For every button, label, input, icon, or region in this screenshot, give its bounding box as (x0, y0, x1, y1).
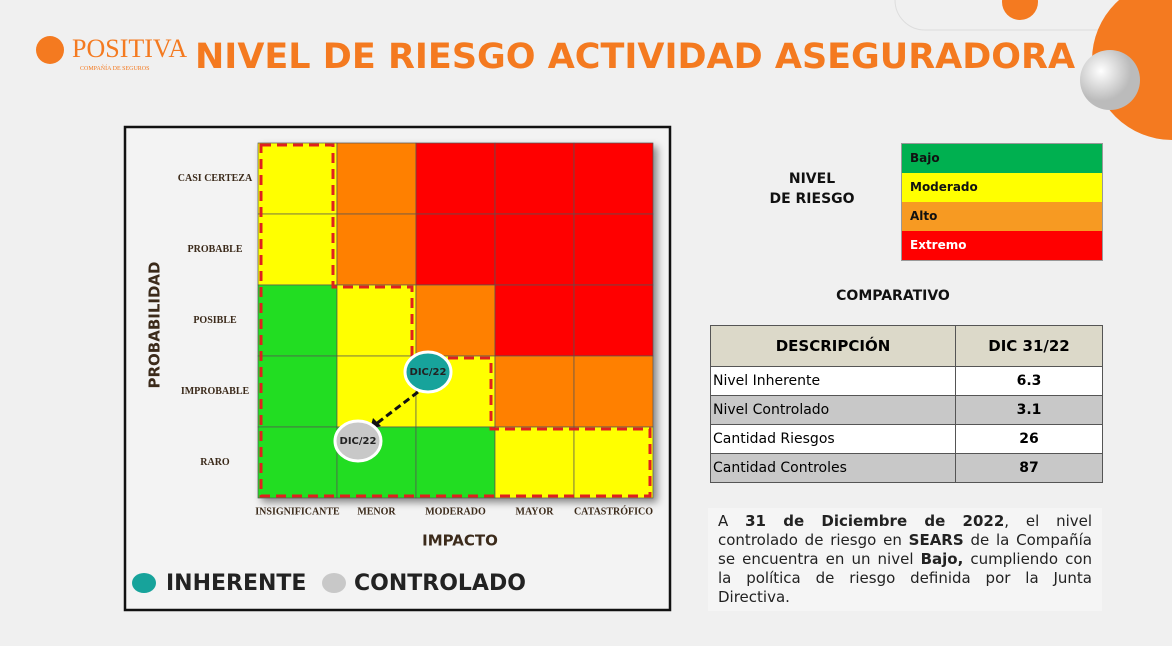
value-cell: 87 (956, 454, 1103, 483)
row-label: PROBABLE (187, 244, 242, 255)
text-run: Bajo, (921, 550, 964, 568)
risk-level: Moderado (902, 173, 1102, 202)
column-label: MAYOR (516, 506, 555, 517)
logo-icon (36, 36, 64, 64)
row-label: RARO (200, 457, 230, 468)
legend-swatch (132, 573, 156, 593)
comparison-table: DESCRIPCIÓNDIC 31/22Nivel Inherente6.3Ni… (710, 325, 1103, 483)
matrix-cell (495, 285, 574, 356)
matrix-cell (258, 356, 337, 427)
matrix-cell (574, 285, 653, 356)
matrix-cell (416, 285, 495, 356)
matrix-cell (574, 427, 653, 498)
deco-dot (1153, 113, 1171, 131)
matrix-cell (337, 356, 416, 427)
value-cell: 3.1 (956, 396, 1103, 425)
column-label: INSIGNIFICANTE (255, 506, 340, 517)
levels-title: NIVEL (789, 171, 835, 187)
risk-level: Alto (902, 202, 1102, 231)
matrix-cell (337, 214, 416, 285)
matrix-cell (495, 143, 574, 214)
matrix-cell (337, 143, 416, 214)
description-cell: Cantidad Controles (711, 454, 956, 483)
summary-paragraph: A 31 de Diciembre de 2022, el nivel cont… (708, 508, 1102, 611)
row-label: IMPROBABLE (181, 386, 250, 397)
text-run: SEARS (909, 531, 964, 549)
logo-text: POSITIVA (72, 34, 187, 63)
matrix-cell (416, 427, 495, 498)
matrix-cell (574, 143, 653, 214)
legend-swatch (322, 573, 346, 593)
legend-label: CONTROLADO (354, 571, 526, 596)
marker-label: DIC/22 (340, 436, 377, 447)
row-label: CASI CERTEZA (178, 173, 253, 184)
header-row: DESCRIPCIÓNDIC 31/22 (711, 326, 1103, 367)
matrix-cell (574, 214, 653, 285)
table-row: Cantidad Riesgos26 (711, 425, 1103, 454)
description-cell: Nivel Controlado (711, 396, 956, 425)
matrix-cell (495, 214, 574, 285)
description-cell: Cantidad Riesgos (711, 425, 956, 454)
comparison-title: COMPARATIVO (836, 288, 950, 304)
matrix-cell (258, 285, 337, 356)
matrix-cell (258, 143, 337, 214)
matrix-cell (416, 143, 495, 214)
heat-map (258, 143, 653, 498)
value-cell: 6.3 (956, 367, 1103, 396)
description-cell: Nivel Inherente (711, 367, 956, 396)
table-row: Cantidad Controles87 (711, 454, 1103, 483)
column-label: MENOR (357, 506, 396, 517)
slide-title: NIVEL DE RIESGO ACTIVIDAD ASEGURADORA (195, 37, 1075, 77)
legend-label: INHERENTE (166, 571, 306, 596)
matrix-cell (337, 285, 416, 356)
matrix-cell (258, 427, 337, 498)
text-run: A (718, 512, 745, 530)
levels-title: DE RIESGO (769, 191, 854, 207)
deco-circle (1002, 0, 1038, 20)
risk-level-legend: BajoModeradoAltoExtremo (901, 143, 1103, 261)
table-row: Nivel Inherente6.3 (711, 367, 1103, 396)
risk-level: Bajo (902, 144, 1102, 173)
matrix-cell (495, 356, 574, 427)
column-label: CATASTRÓFICO (574, 505, 653, 517)
deco-sphere (1080, 50, 1140, 110)
x-axis-label: IMPACTO (422, 532, 498, 550)
header-cell: DIC 31/22 (956, 326, 1103, 367)
header-cell: DESCRIPCIÓN (711, 326, 956, 367)
matrix-cell (416, 214, 495, 285)
matrix-cell (574, 356, 653, 427)
matrix-cell (258, 214, 337, 285)
value-cell: 26 (956, 425, 1103, 454)
y-axis-label: PROBABILIDAD (146, 261, 164, 388)
column-label: MODERADO (425, 506, 486, 517)
risk-level: Extremo (902, 231, 1102, 260)
marker-label: DIC/22 (410, 367, 447, 378)
logo-subtitle: COMPAÑÍA DE SEGUROS (80, 64, 149, 72)
matrix-cell (495, 427, 574, 498)
row-label: POSIBLE (193, 315, 237, 326)
text-run: 31 de Diciembre de 2022 (745, 512, 1004, 530)
table-row: Nivel Controlado3.1 (711, 396, 1103, 425)
